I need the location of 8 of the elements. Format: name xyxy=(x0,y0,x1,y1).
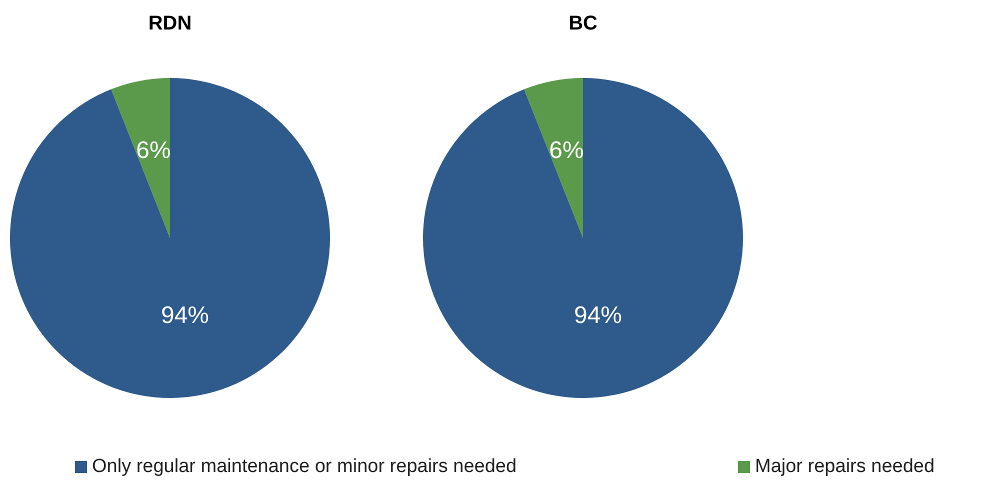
chart-title: RDN xyxy=(148,12,192,35)
data-label: 6% xyxy=(549,137,584,164)
data-label: 94% xyxy=(160,302,210,330)
legend-label: Major repairs needed xyxy=(755,456,935,478)
chart-title: BC xyxy=(568,12,598,35)
legend-label: Only regular maintenance or minor repairs needed xyxy=(92,456,517,478)
data-label: 6% xyxy=(136,137,171,164)
data-label: 94% xyxy=(574,302,622,330)
